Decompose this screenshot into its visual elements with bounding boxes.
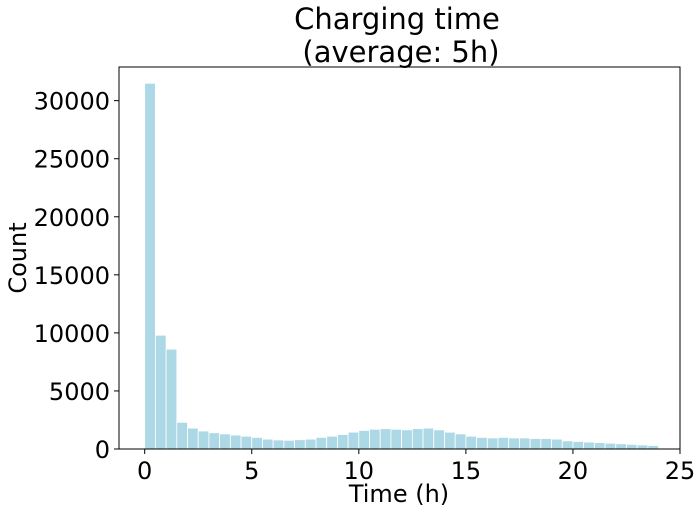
histogram-bar bbox=[540, 438, 552, 450]
histogram-bar bbox=[486, 437, 499, 450]
histogram-bar bbox=[572, 441, 585, 450]
x-axis: 0 5 10 15 20 25 bbox=[137, 449, 695, 485]
x-tick-label: 15 bbox=[451, 457, 482, 485]
histogram-bar bbox=[454, 433, 467, 450]
histogram-bar bbox=[583, 441, 595, 450]
histogram-bar bbox=[529, 438, 542, 450]
histogram-bar bbox=[272, 439, 285, 450]
histogram-bar bbox=[283, 439, 295, 450]
histogram-bar bbox=[626, 443, 638, 450]
histogram-bar bbox=[465, 435, 477, 450]
histogram-bar bbox=[444, 431, 456, 450]
chart-title-line2: (average: 5h) bbox=[302, 35, 499, 69]
x-axis-label: Time (h) bbox=[348, 480, 449, 508]
histogram-bar bbox=[433, 429, 445, 450]
x-tick-label: 10 bbox=[344, 457, 375, 485]
histogram-bar bbox=[369, 428, 381, 450]
y-tick-label: 30000 bbox=[34, 88, 110, 116]
histogram-bar bbox=[604, 442, 617, 450]
x-tick-label: 20 bbox=[558, 457, 589, 485]
histogram-bar bbox=[187, 427, 199, 450]
y-tick-label: 15000 bbox=[34, 262, 110, 290]
histogram-bar bbox=[326, 435, 338, 450]
histogram-bar bbox=[304, 438, 317, 450]
y-tick-label: 5000 bbox=[49, 378, 110, 406]
histogram-bar bbox=[476, 436, 488, 450]
histogram-bar bbox=[593, 442, 606, 450]
y-axis: 0 5000 10000 15000 20000 25000 30000 bbox=[34, 88, 119, 464]
y-tick-label: 25000 bbox=[34, 146, 110, 174]
histogram-bar bbox=[401, 429, 413, 450]
histogram-bar bbox=[294, 439, 306, 450]
chart-title-line1: Charging time bbox=[294, 2, 500, 36]
histogram-bar bbox=[251, 436, 263, 450]
plot-frame bbox=[118, 66, 681, 450]
histogram-bar bbox=[615, 443, 627, 450]
histogram-bar bbox=[411, 428, 424, 450]
histogram-bar bbox=[315, 436, 328, 450]
histogram-bar bbox=[551, 438, 563, 450]
histogram-bar bbox=[636, 444, 649, 450]
histogram-bar bbox=[229, 434, 242, 450]
histogram-bar bbox=[240, 435, 253, 450]
histogram-bar bbox=[219, 433, 231, 450]
x-tick-label: 25 bbox=[665, 457, 696, 485]
histogram-bar bbox=[262, 438, 274, 450]
histogram-bar bbox=[155, 334, 167, 450]
histogram-bar bbox=[379, 428, 392, 450]
x-tick-label: 0 bbox=[137, 457, 152, 485]
histogram-bar bbox=[208, 432, 221, 450]
histogram-bar bbox=[508, 437, 520, 450]
histogram-bar bbox=[337, 434, 349, 450]
bars-group bbox=[144, 82, 659, 450]
histogram-bar bbox=[176, 421, 188, 450]
histogram-bar bbox=[197, 430, 210, 450]
histogram-bar bbox=[390, 428, 403, 450]
y-tick-label: 0 bbox=[95, 436, 110, 464]
y-tick-label: 20000 bbox=[34, 204, 110, 232]
histogram-bar bbox=[519, 437, 531, 450]
histogram-bar bbox=[561, 440, 574, 450]
y-axis-label: Count bbox=[4, 222, 32, 293]
histogram-bar bbox=[497, 436, 510, 450]
x-tick-label: 5 bbox=[244, 457, 259, 485]
histogram-bar bbox=[347, 431, 360, 450]
histogram-bar bbox=[422, 427, 435, 450]
histogram-bar bbox=[358, 430, 370, 450]
y-tick-label: 10000 bbox=[34, 320, 110, 348]
histogram-bar bbox=[165, 348, 178, 450]
histogram-bar bbox=[144, 82, 156, 450]
histogram-bar bbox=[647, 445, 659, 450]
